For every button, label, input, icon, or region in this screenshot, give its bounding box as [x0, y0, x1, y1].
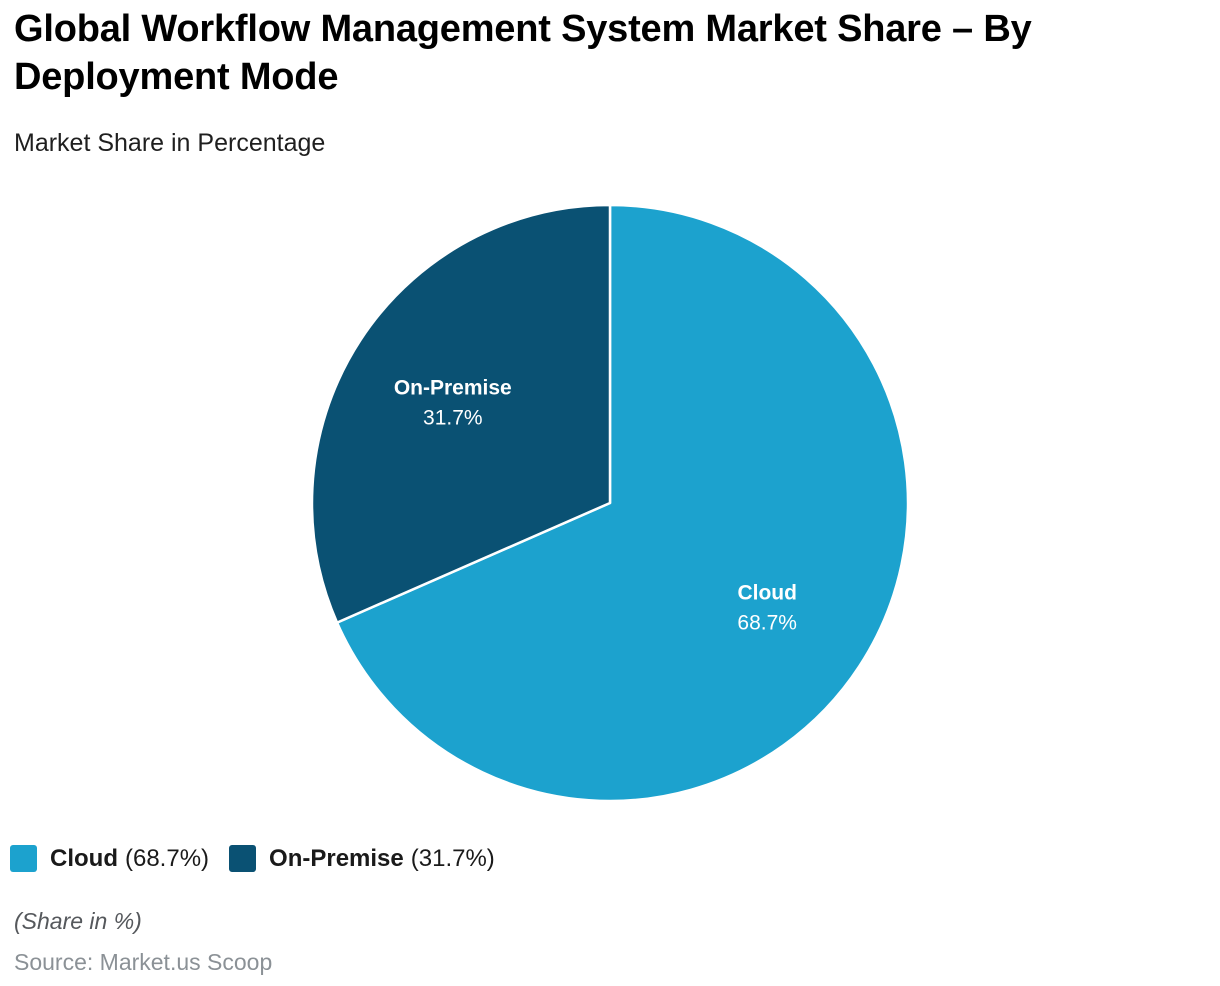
slice-label-value: 68.7% [737, 612, 797, 635]
legend-item-cloud[interactable]: Cloud (68.7%) [10, 845, 209, 872]
slice-label-value: 31.7% [423, 406, 483, 429]
share-note: (Share in %) [14, 908, 142, 934]
legend-name: Cloud [50, 845, 118, 872]
legend-swatch-on-premise [229, 845, 257, 872]
pie-slice-label-on-premise: On-Premise 31.7% [394, 376, 512, 429]
pie-chart: Cloud 68.7% On-Premise 31.7% [310, 203, 910, 803]
source-label: Source: Market.us Scoop [14, 949, 273, 975]
pie-svg: Cloud 68.7% On-Premise 31.7% [310, 203, 910, 803]
slice-label-name: On-Premise [394, 376, 512, 399]
chart-title: Global Workflow Management System Market… [14, 8, 1032, 98]
pie-slice-label-cloud: Cloud 68.7% [737, 582, 797, 635]
slice-label-name: Cloud [737, 582, 796, 605]
legend-item-on-premise[interactable]: On-Premise (31.7%) [229, 845, 495, 872]
legend: Cloud (68.7%) On-Premise (31.7%) [10, 845, 495, 872]
legend-name: On-Premise [269, 845, 404, 872]
legend-value: (68.7%) [124, 845, 210, 872]
legend-value: (31.7%) [410, 845, 495, 872]
pie-slice-on-premise[interactable] [310, 203, 612, 624]
pie-slice-cloud[interactable] [335, 203, 910, 803]
chart-subtitle: Market Share in Percentage [14, 129, 326, 157]
legend-swatch-cloud [10, 845, 37, 872]
